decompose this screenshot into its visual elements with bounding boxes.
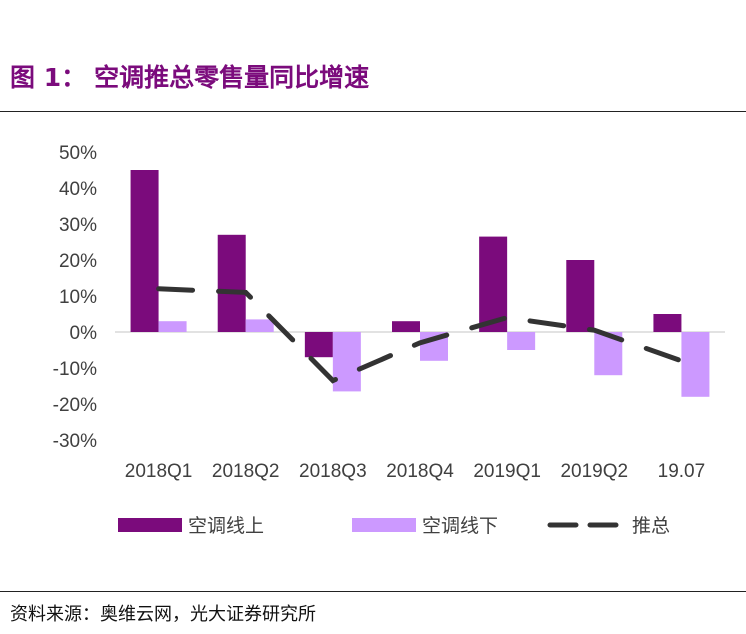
- x-tick-label: 2018Q4: [386, 461, 454, 482]
- figure-title-text: 空调推总零售量同比增速: [94, 63, 370, 92]
- bar-online: [566, 260, 595, 332]
- bottom-divider: [0, 591, 746, 592]
- y-tick-label: 30%: [59, 215, 97, 236]
- y-tick-label: -30%: [53, 431, 97, 452]
- line-total-path: [156, 286, 684, 384]
- bar-online: [392, 321, 420, 332]
- chart-svg: 50%40%30%20%10%0%-10%-20%-30% 2018Q1 2018…: [53, 143, 725, 537]
- x-tick-label: 2018Q3: [299, 461, 367, 482]
- y-tick-label: 0%: [70, 323, 98, 344]
- y-tick-label: 40%: [59, 179, 97, 200]
- y-tick-label: -20%: [53, 395, 97, 416]
- legend-swatch: [118, 518, 182, 532]
- bar-online: [653, 314, 682, 332]
- x-tick-label: 2018Q2: [212, 461, 280, 482]
- x-tick-label: 2019Q1: [473, 461, 541, 482]
- legend-label: 推总: [632, 515, 670, 537]
- figure-title: 图 1： 空调推总零售量同比增速: [10, 58, 369, 94]
- legend-label: 空调线下: [422, 515, 498, 537]
- y-tick-label: 50%: [59, 143, 97, 164]
- legend-label: 空调线上: [188, 515, 264, 537]
- y-tick-label: 10%: [59, 287, 97, 308]
- y-tick-label: -10%: [53, 359, 97, 380]
- legend-item: 空调线上: [118, 515, 264, 537]
- y-axis-labels: 50% 40% 30% 20% 10% 0% -10% -20% -30%: [53, 143, 97, 452]
- source-note: 资料来源：奥维云网，光大证券研究所: [10, 604, 316, 625]
- x-tick-label: 19.07: [658, 461, 706, 482]
- top-divider: [0, 111, 746, 112]
- bar-layer: [130, 170, 710, 397]
- bar-online: [304, 332, 333, 358]
- bar-offline: [332, 332, 361, 392]
- bar-offline: [507, 332, 536, 350]
- legend-item: 推总: [547, 515, 670, 537]
- x-tick-label: 2019Q2: [560, 461, 628, 482]
- legend-item: 空调线下: [352, 515, 498, 537]
- bar-online: [217, 234, 246, 332]
- bar-online: [130, 170, 159, 332]
- bar-offline: [158, 321, 187, 332]
- bar-online: [479, 236, 508, 332]
- bar-offline: [681, 332, 710, 397]
- x-axis-labels: 2018Q1 2018Q2 2018Q3 2018Q4 2019Q1 2019Q2 19.0…: [125, 461, 705, 482]
- legend: 空调线上 空调线下 推总: [118, 515, 670, 537]
- x-tick-label: 2018Q1: [125, 461, 193, 482]
- y-tick-label: 20%: [59, 251, 97, 272]
- bar-offline: [245, 319, 274, 332]
- line-layer: [156, 286, 684, 384]
- legend-swatch: [352, 518, 416, 532]
- figure-number: 图 1：: [10, 63, 87, 92]
